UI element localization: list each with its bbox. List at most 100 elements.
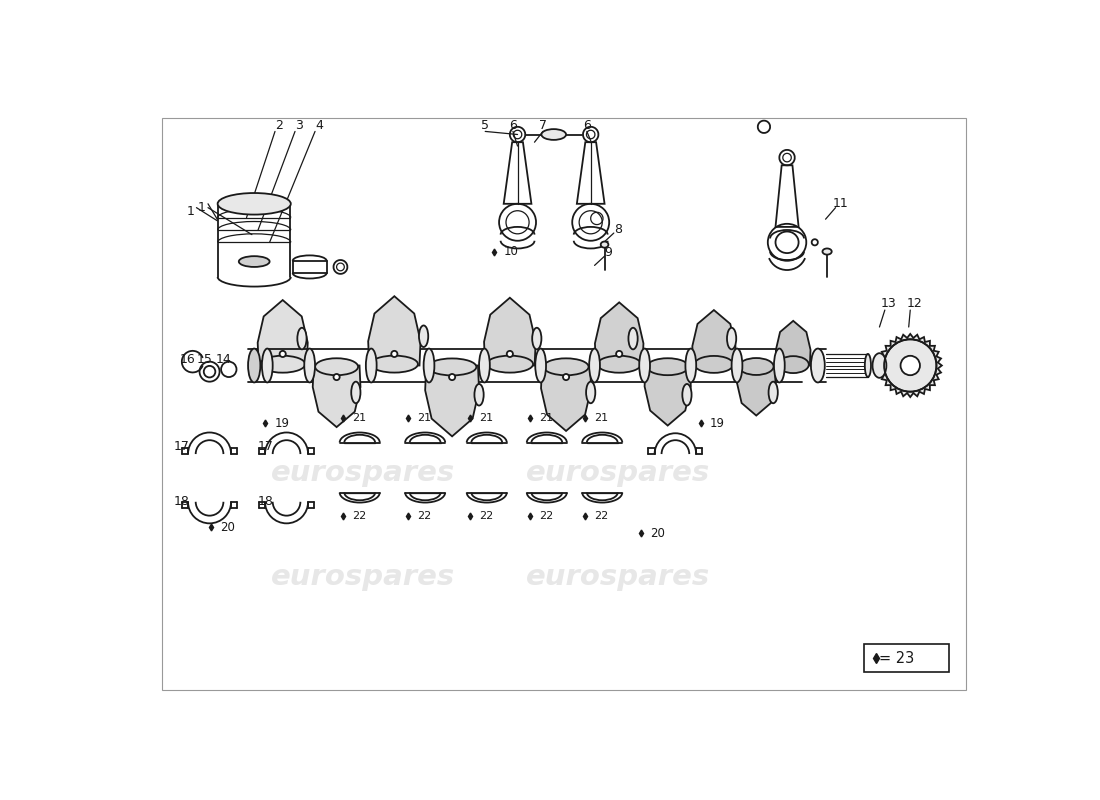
- Text: = 23: = 23: [879, 650, 914, 666]
- Polygon shape: [595, 302, 644, 366]
- Ellipse shape: [628, 328, 638, 350]
- Text: 21: 21: [594, 413, 608, 423]
- Text: 14: 14: [216, 353, 231, 366]
- Circle shape: [449, 374, 455, 380]
- Text: 11: 11: [833, 198, 849, 210]
- Ellipse shape: [419, 326, 428, 347]
- Circle shape: [901, 356, 920, 375]
- Text: 22: 22: [418, 510, 431, 521]
- Circle shape: [279, 351, 286, 357]
- Text: 19: 19: [274, 417, 289, 430]
- Ellipse shape: [305, 349, 315, 382]
- Text: 22: 22: [352, 510, 366, 521]
- Text: 19: 19: [711, 417, 725, 430]
- Ellipse shape: [774, 349, 784, 382]
- Ellipse shape: [727, 328, 736, 350]
- Polygon shape: [484, 298, 536, 366]
- Ellipse shape: [647, 358, 689, 375]
- Ellipse shape: [480, 349, 490, 382]
- Polygon shape: [737, 366, 775, 415]
- Polygon shape: [257, 300, 308, 366]
- Text: 20: 20: [650, 527, 664, 540]
- Polygon shape: [312, 366, 361, 427]
- Ellipse shape: [682, 384, 692, 406]
- Text: 12: 12: [906, 298, 922, 310]
- Ellipse shape: [865, 354, 871, 377]
- Text: 7: 7: [539, 118, 547, 132]
- Text: 6: 6: [509, 118, 517, 132]
- Polygon shape: [879, 334, 942, 397]
- Ellipse shape: [590, 349, 600, 382]
- Ellipse shape: [249, 349, 261, 382]
- Text: 4: 4: [315, 118, 322, 132]
- Text: 16: 16: [180, 353, 196, 366]
- Text: 10: 10: [504, 245, 518, 258]
- Text: 3: 3: [295, 118, 302, 132]
- Text: 6: 6: [583, 118, 591, 132]
- Text: eurospares: eurospares: [526, 563, 710, 591]
- Bar: [865, 644, 949, 672]
- Text: 21: 21: [480, 413, 493, 423]
- Text: 22: 22: [539, 510, 553, 521]
- Ellipse shape: [639, 349, 650, 382]
- Ellipse shape: [586, 382, 595, 403]
- Ellipse shape: [811, 349, 825, 382]
- Text: 1: 1: [198, 201, 206, 214]
- Polygon shape: [645, 366, 691, 426]
- Circle shape: [563, 374, 569, 380]
- Polygon shape: [692, 310, 736, 366]
- Text: 13: 13: [881, 298, 896, 310]
- Text: 5: 5: [481, 118, 490, 132]
- Text: 21: 21: [352, 413, 366, 423]
- Text: 8: 8: [614, 223, 622, 237]
- Ellipse shape: [297, 328, 307, 350]
- Ellipse shape: [351, 382, 361, 403]
- Ellipse shape: [778, 356, 808, 373]
- Circle shape: [884, 339, 936, 392]
- Circle shape: [507, 351, 513, 357]
- Text: 18: 18: [174, 495, 190, 508]
- Text: 17: 17: [257, 440, 274, 453]
- Text: eurospares: eurospares: [526, 459, 710, 487]
- Ellipse shape: [474, 384, 484, 406]
- Ellipse shape: [769, 382, 778, 403]
- Ellipse shape: [872, 353, 887, 378]
- Ellipse shape: [685, 349, 696, 382]
- Ellipse shape: [532, 328, 541, 350]
- Ellipse shape: [536, 349, 546, 382]
- Circle shape: [616, 351, 623, 357]
- Ellipse shape: [739, 358, 773, 375]
- Text: eurospares: eurospares: [272, 563, 455, 591]
- Text: eurospares: eurospares: [272, 459, 455, 487]
- Ellipse shape: [543, 358, 588, 375]
- Ellipse shape: [823, 249, 832, 254]
- Text: 18: 18: [257, 495, 274, 508]
- Ellipse shape: [315, 358, 359, 375]
- Ellipse shape: [261, 356, 305, 373]
- Ellipse shape: [428, 358, 476, 375]
- Ellipse shape: [694, 356, 734, 373]
- Ellipse shape: [366, 349, 376, 382]
- Ellipse shape: [597, 356, 641, 373]
- Text: 22: 22: [594, 510, 608, 521]
- Polygon shape: [541, 366, 591, 431]
- Polygon shape: [776, 321, 811, 366]
- Ellipse shape: [424, 349, 434, 382]
- Ellipse shape: [486, 356, 534, 373]
- Text: 21: 21: [539, 413, 553, 423]
- Ellipse shape: [732, 349, 742, 382]
- Text: 20: 20: [220, 521, 235, 534]
- Text: 9: 9: [605, 246, 613, 259]
- Text: 22: 22: [480, 510, 493, 521]
- Ellipse shape: [262, 349, 273, 382]
- Text: 17: 17: [174, 440, 190, 453]
- Text: 21: 21: [418, 413, 431, 423]
- Ellipse shape: [541, 129, 567, 140]
- Ellipse shape: [218, 193, 290, 214]
- Circle shape: [392, 351, 397, 357]
- Polygon shape: [425, 366, 480, 436]
- Ellipse shape: [601, 242, 608, 248]
- Polygon shape: [368, 296, 420, 366]
- Text: 2: 2: [275, 118, 283, 132]
- Text: 15: 15: [196, 353, 212, 366]
